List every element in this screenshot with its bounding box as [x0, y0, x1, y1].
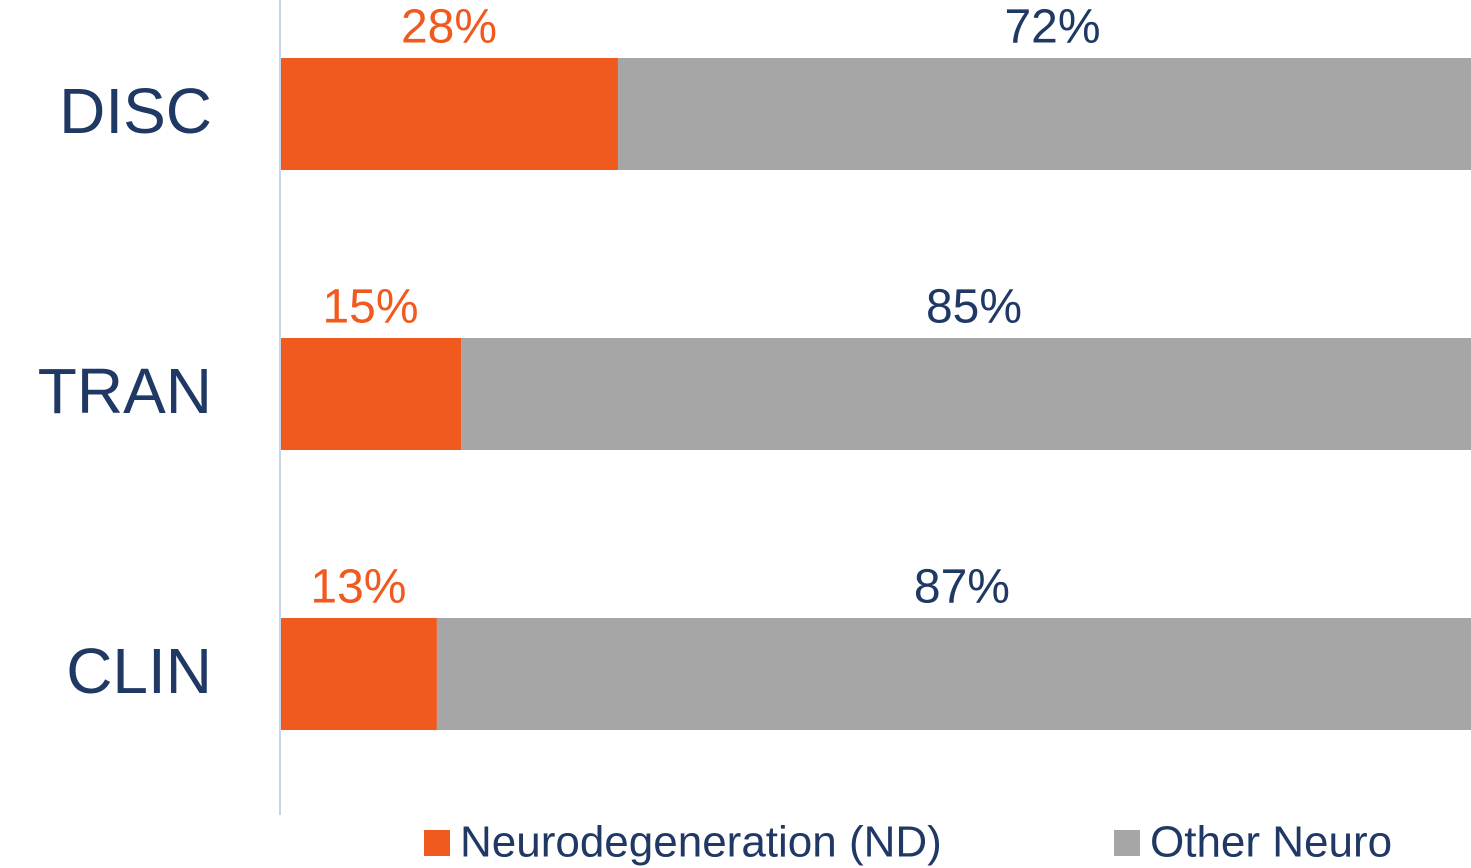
value-label: 72%	[1004, 1, 1100, 54]
category-label: DISC	[59, 75, 212, 147]
legend-label: Neurodegeneration (ND)	[460, 818, 942, 867]
value-label: 28%	[401, 1, 497, 54]
value-label: 87%	[914, 561, 1010, 614]
category-label: TRAN	[38, 355, 212, 427]
bar-segment	[617, 58, 1471, 170]
bar-segment	[280, 58, 618, 170]
value-label: 13%	[310, 561, 406, 614]
category-label: CLIN	[66, 635, 212, 707]
legend-swatch	[1114, 830, 1140, 856]
bar-segment	[280, 338, 462, 450]
legend-label: Other Neuro	[1150, 818, 1392, 867]
legend-swatch	[424, 830, 450, 856]
bar-segment	[280, 618, 437, 730]
bar-segment	[436, 618, 1471, 730]
value-label: 15%	[322, 281, 418, 334]
value-label: 85%	[926, 281, 1022, 334]
bar-segment	[461, 338, 1471, 450]
